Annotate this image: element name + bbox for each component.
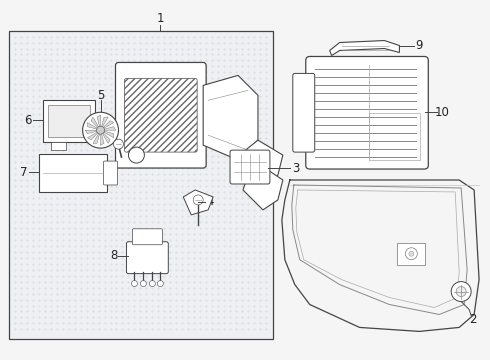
Polygon shape (243, 170, 283, 210)
FancyBboxPatch shape (103, 161, 118, 185)
Circle shape (149, 280, 155, 287)
FancyBboxPatch shape (306, 57, 428, 169)
Circle shape (157, 280, 163, 287)
FancyBboxPatch shape (126, 242, 168, 274)
FancyBboxPatch shape (293, 73, 315, 152)
Text: 8: 8 (110, 249, 117, 262)
Bar (48, 105, 90, 137)
Text: 9: 9 (416, 39, 423, 52)
Bar (397, 243, 425, 265)
Circle shape (193, 195, 203, 205)
Polygon shape (103, 121, 114, 129)
Polygon shape (93, 133, 100, 143)
Circle shape (114, 139, 123, 149)
Text: 3: 3 (292, 162, 299, 175)
FancyBboxPatch shape (230, 150, 270, 184)
Polygon shape (101, 117, 108, 127)
FancyBboxPatch shape (132, 229, 162, 245)
Text: 7: 7 (20, 166, 27, 179)
Polygon shape (91, 117, 99, 128)
Text: 10: 10 (435, 106, 450, 119)
Polygon shape (87, 132, 98, 140)
Bar (369, 113, 420, 160)
Text: 2: 2 (469, 313, 477, 326)
Polygon shape (330, 41, 399, 55)
Circle shape (83, 112, 119, 148)
Text: 1: 1 (157, 12, 164, 25)
Circle shape (456, 287, 466, 297)
Polygon shape (100, 133, 104, 145)
FancyBboxPatch shape (116, 62, 206, 168)
Bar (9, 31, 273, 339)
Polygon shape (102, 132, 110, 143)
Polygon shape (97, 115, 100, 127)
Circle shape (141, 280, 147, 287)
Bar (39, 154, 106, 192)
Circle shape (131, 280, 137, 287)
Text: 4: 4 (206, 195, 214, 208)
Bar (51, 142, 66, 150)
Text: 6: 6 (24, 114, 31, 127)
Polygon shape (233, 140, 283, 190)
Polygon shape (103, 131, 114, 138)
FancyBboxPatch shape (124, 78, 197, 152)
Bar (43, 100, 95, 142)
Circle shape (97, 126, 104, 134)
Circle shape (409, 251, 414, 256)
Polygon shape (85, 130, 98, 134)
Polygon shape (87, 122, 98, 129)
Polygon shape (103, 127, 116, 130)
Circle shape (405, 248, 417, 260)
Circle shape (451, 282, 471, 302)
Circle shape (128, 147, 145, 163)
Polygon shape (203, 75, 258, 160)
Text: 5: 5 (97, 89, 104, 102)
Polygon shape (183, 190, 213, 215)
